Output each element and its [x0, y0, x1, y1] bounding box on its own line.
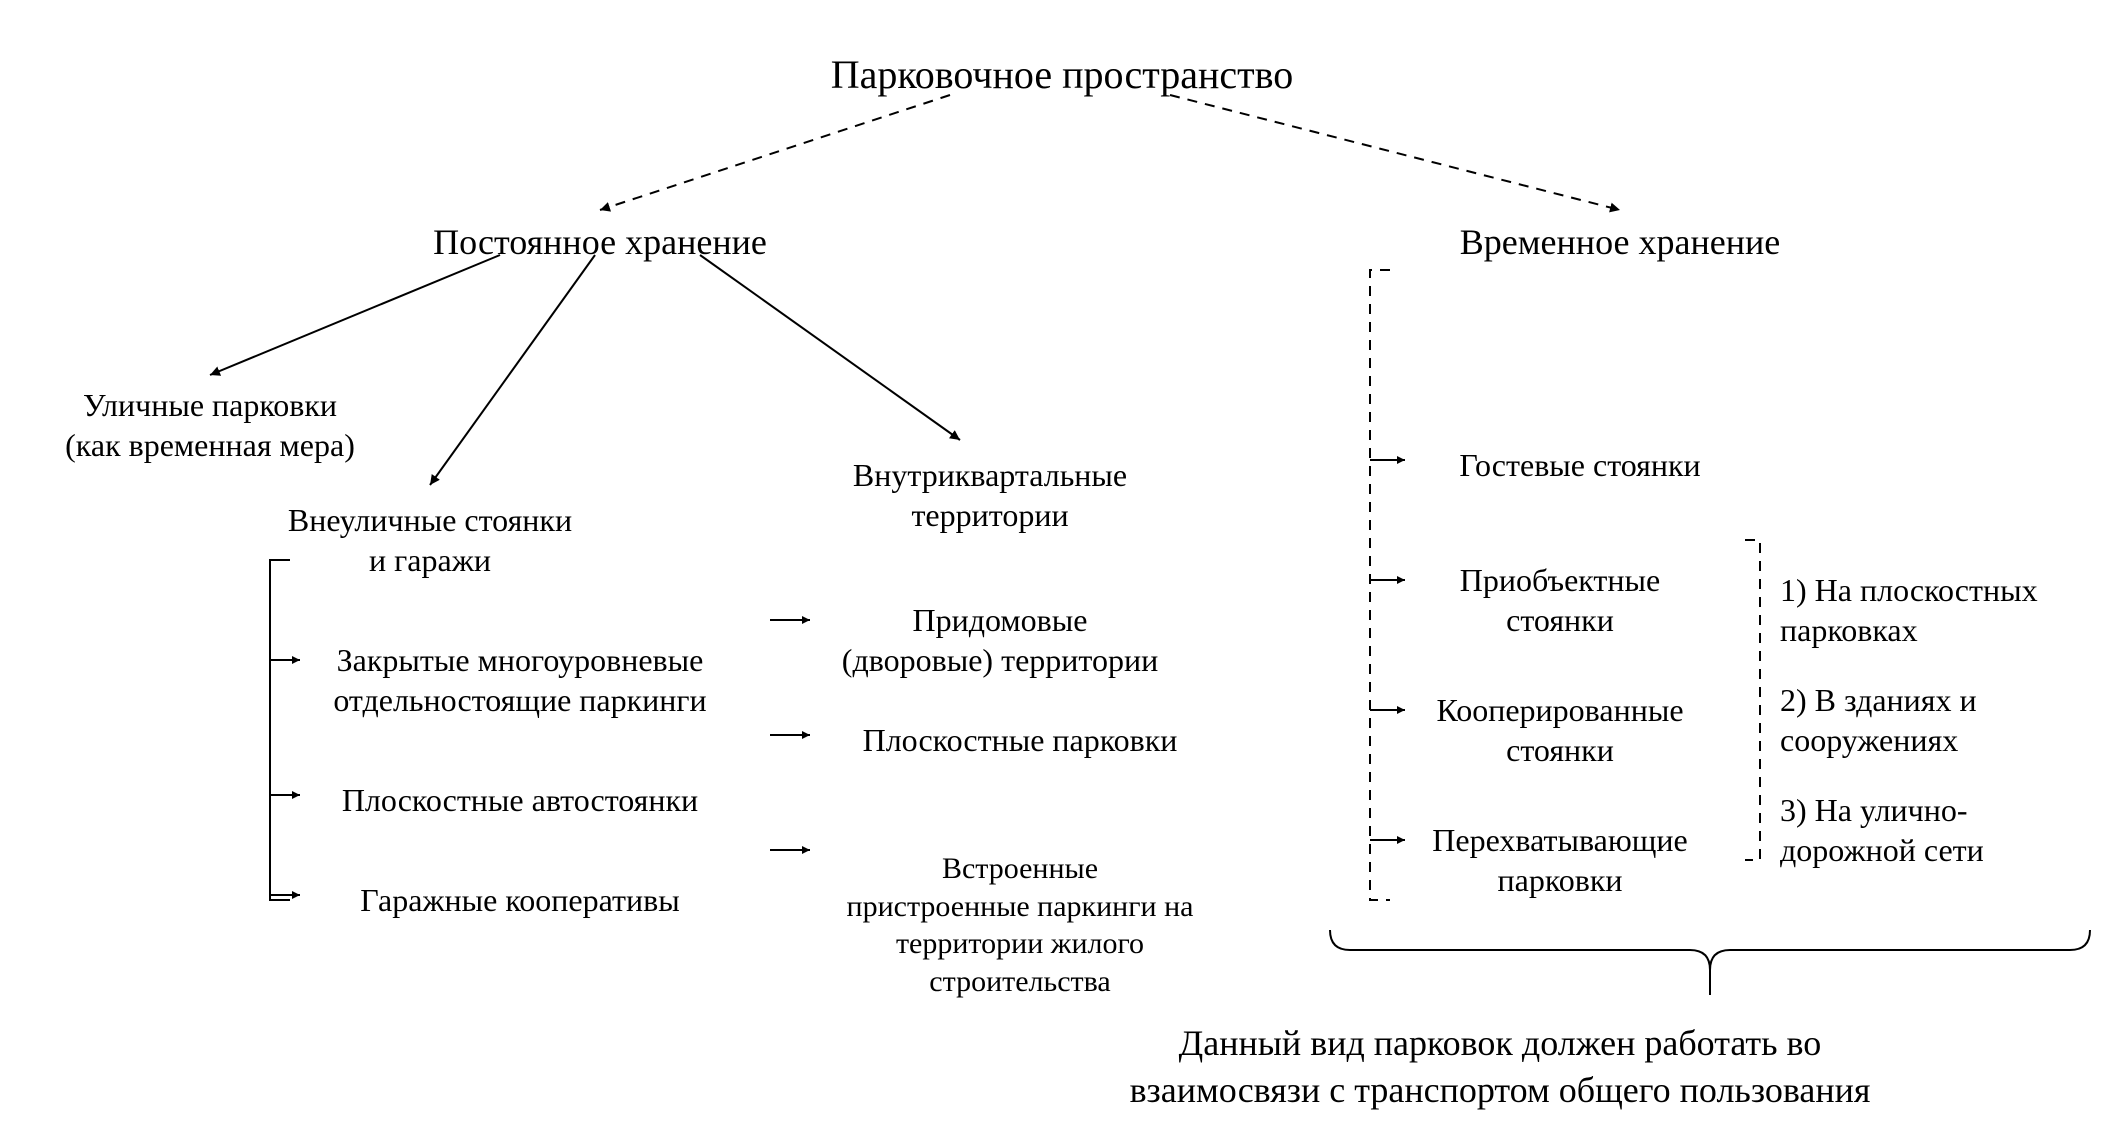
node-flat_park: Плоскостные парковки — [810, 720, 1230, 760]
node-guest: Гостевые стоянки — [1410, 445, 1750, 485]
node-off_street: Внеуличные стоянкии гаражи — [230, 500, 630, 580]
node-builtin: Встроенныепристроенные паркинги натеррит… — [800, 850, 1240, 1000]
node-coop: Кооперированныестоянки — [1400, 690, 1720, 770]
node-object: Приобъектныестоянки — [1410, 560, 1710, 640]
node-perm: Постоянное хранение — [380, 220, 820, 265]
node-yard: Придомовые(дворовые) территории — [790, 600, 1210, 680]
node-num2: 2) В зданиях и сооружениях — [1780, 680, 2124, 760]
node-garage_coop: Гаражные кооперативы — [290, 880, 750, 920]
node-intercept: Перехватывающиепарковки — [1390, 820, 1730, 900]
node-street: Уличные парковки(как временная мера) — [10, 385, 410, 465]
node-root: Парковочное пространство — [762, 50, 1362, 100]
node-intra: Внутриквартальныетерритории — [790, 455, 1190, 535]
node-num1: 1) На плоскостных парковках — [1780, 570, 2124, 650]
node-num3: 3) На улично- дорожной сети — [1780, 790, 2124, 870]
node-temp: Временное хранение — [1400, 220, 1840, 265]
node-closed_ml: Закрытые многоуровневыеотдельностоящие п… — [290, 640, 750, 720]
bottom-note: Данный вид парковок должен работать вовз… — [950, 1020, 2050, 1114]
node-flat_auto: Плоскостные автостоянки — [290, 780, 750, 820]
